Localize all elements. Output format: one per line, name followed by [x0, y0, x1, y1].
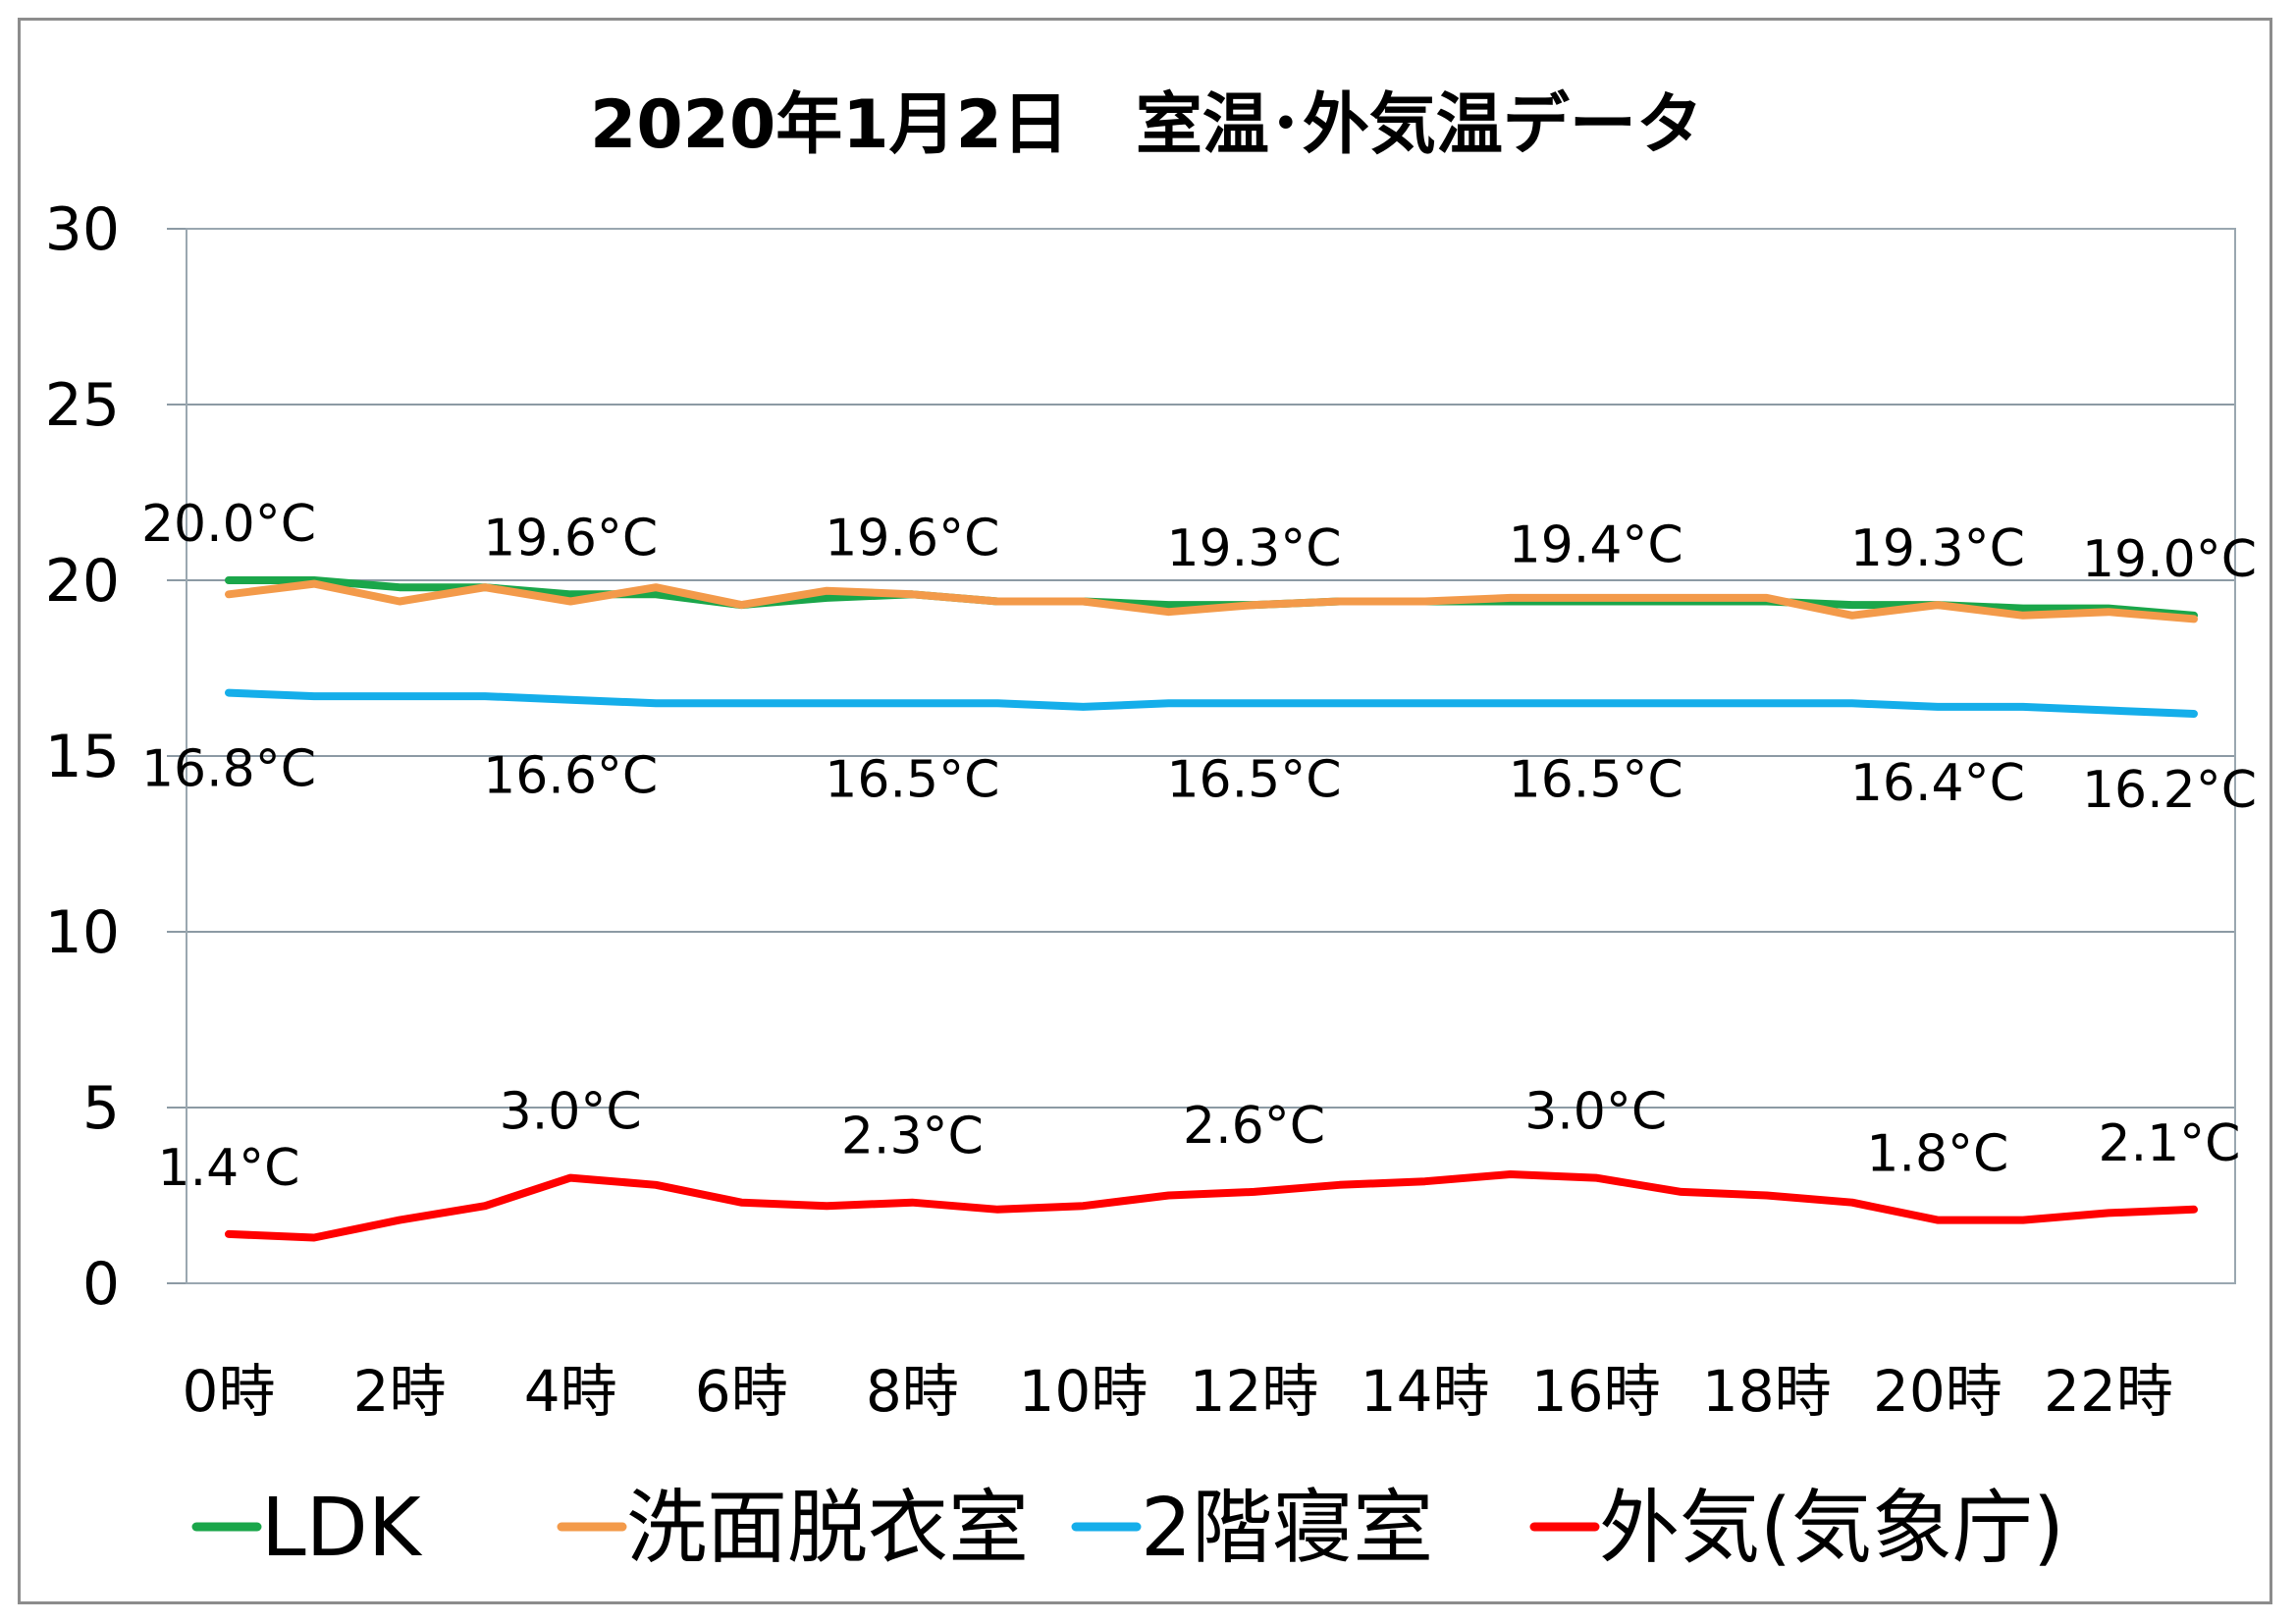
x-tick-label: 18時 — [1702, 1358, 1832, 1425]
x-tick-label: 4時 — [524, 1358, 617, 1425]
chart-title: 2020年1月2日 室温･外気温データ — [590, 86, 1703, 164]
series-line — [225, 1170, 2198, 1242]
data-label: 19.6°C — [825, 509, 999, 568]
data-label: 19.6°C — [483, 509, 658, 568]
data-label: 3.0°C — [1524, 1083, 1667, 1142]
y-tick-label: 10 — [45, 898, 120, 967]
data-label: 16.5°C — [1509, 750, 1683, 809]
data-label: 2.3°C — [841, 1108, 984, 1166]
data-label: 19.4°C — [1509, 515, 1683, 574]
data-label: 2.1°C — [2098, 1114, 2240, 1173]
x-tick-label: 6時 — [695, 1358, 788, 1425]
data-label: 16.8°C — [141, 740, 316, 799]
data-label: 20.0°C — [141, 495, 316, 554]
data-label: 19.3°C — [1166, 519, 1341, 578]
data-label: 1.8°C — [1866, 1125, 2008, 1184]
y-tick-label: 0 — [82, 1250, 120, 1319]
x-tick-label: 16時 — [1531, 1358, 1661, 1425]
x-tick-label: 0時 — [183, 1358, 276, 1425]
data-label: 19.3°C — [1850, 519, 2025, 578]
x-tick-label: 8時 — [866, 1358, 959, 1425]
x-tick-label: 2時 — [353, 1358, 447, 1425]
legend: LDK 洗面脱衣室 2階寝室 外気(気象庁) — [191, 1482, 2064, 1575]
data-labels: 20.0°C 19.6°C 19.6°C 19.3°C 19.4°C 19.3°C 19.0… — [141, 495, 2257, 1198]
data-label: 3.0°C — [500, 1083, 642, 1142]
data-label: 16.5°C — [1166, 750, 1341, 809]
data-label: 16.6°C — [483, 747, 658, 806]
legend-label: 外気(気象庁) — [1599, 1482, 2064, 1575]
y-tick-label: 25 — [45, 371, 120, 440]
x-tick-label: 14時 — [1361, 1358, 1490, 1425]
chart-frame — [18, 18, 2272, 1604]
data-label: 16.5°C — [825, 750, 999, 809]
y-axis-ticks: 0 5 10 15 20 25 30 — [45, 195, 120, 1319]
series-line — [225, 688, 2198, 718]
x-tick-label: 12時 — [1190, 1358, 1319, 1425]
x-tick-label: 22時 — [2044, 1358, 2173, 1425]
legend-label: LDK — [261, 1482, 423, 1575]
x-tick-label: 10時 — [1019, 1358, 1148, 1425]
data-label: 2.6°C — [1183, 1097, 1325, 1156]
y-tick-label: 30 — [45, 195, 120, 264]
y-tick-label: 15 — [45, 723, 120, 791]
data-label: 16.4°C — [1850, 754, 2025, 813]
series-line — [225, 579, 2198, 623]
legend-label: 洗面脱衣室 — [626, 1482, 1029, 1575]
y-tick-label: 5 — [82, 1074, 120, 1143]
legend-label: 2階寝室 — [1141, 1482, 1433, 1575]
data-label: 1.4°C — [157, 1139, 299, 1198]
data-label: 16.2°C — [2082, 761, 2257, 820]
data-label: 19.0°C — [2082, 530, 2257, 589]
y-tick-label: 20 — [45, 547, 120, 616]
plot-area-border — [186, 228, 2236, 1284]
x-tick-label: 20時 — [1873, 1358, 2002, 1425]
x-axis-ticks: 0時 2時 4時 6時 8時 10時 12時 14時 16時 18時 20時 22時 — [183, 1358, 2173, 1425]
series-lines — [225, 576, 2198, 1242]
